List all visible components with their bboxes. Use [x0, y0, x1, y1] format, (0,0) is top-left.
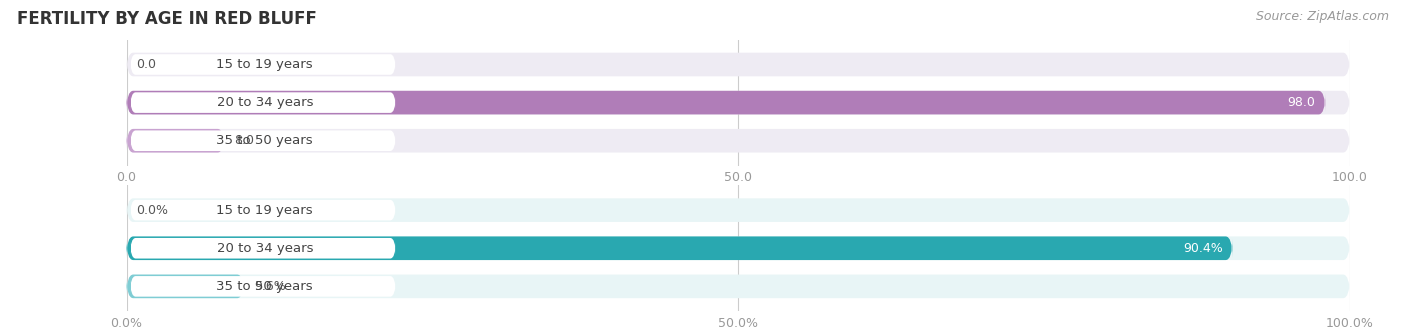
Text: 9.6%: 9.6% [253, 280, 285, 293]
FancyBboxPatch shape [131, 200, 395, 220]
Text: 0.0%: 0.0% [136, 204, 169, 216]
Text: 20 to 34 years: 20 to 34 years [217, 242, 314, 255]
FancyBboxPatch shape [131, 92, 395, 113]
Text: FERTILITY BY AGE IN RED BLUFF: FERTILITY BY AGE IN RED BLUFF [17, 10, 316, 28]
FancyBboxPatch shape [131, 130, 395, 151]
Text: 90.4%: 90.4% [1182, 242, 1223, 255]
FancyBboxPatch shape [127, 91, 1326, 115]
Text: 98.0: 98.0 [1288, 96, 1316, 109]
FancyBboxPatch shape [127, 274, 245, 298]
FancyBboxPatch shape [127, 198, 1350, 222]
Text: 0.0: 0.0 [136, 58, 156, 71]
Text: 8.0: 8.0 [235, 134, 254, 147]
FancyBboxPatch shape [127, 129, 225, 153]
FancyBboxPatch shape [127, 129, 1350, 153]
FancyBboxPatch shape [131, 238, 395, 259]
FancyBboxPatch shape [127, 91, 1350, 115]
Text: 15 to 19 years: 15 to 19 years [217, 58, 314, 71]
Text: 35 to 50 years: 35 to 50 years [217, 134, 314, 147]
Text: 35 to 50 years: 35 to 50 years [217, 280, 314, 293]
FancyBboxPatch shape [131, 54, 395, 75]
FancyBboxPatch shape [127, 274, 1350, 298]
FancyBboxPatch shape [127, 53, 1350, 76]
FancyBboxPatch shape [131, 276, 395, 297]
FancyBboxPatch shape [127, 236, 1232, 260]
Text: Source: ZipAtlas.com: Source: ZipAtlas.com [1256, 10, 1389, 23]
Text: 20 to 34 years: 20 to 34 years [217, 96, 314, 109]
FancyBboxPatch shape [127, 236, 1350, 260]
Text: 15 to 19 years: 15 to 19 years [217, 204, 314, 216]
